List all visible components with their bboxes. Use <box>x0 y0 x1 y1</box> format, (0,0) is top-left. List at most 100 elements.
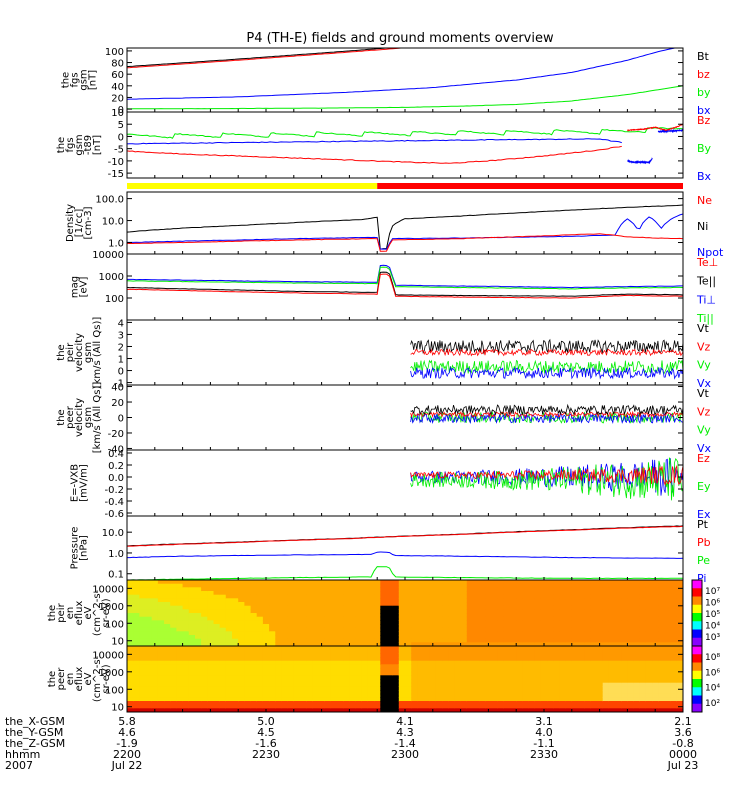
heatmap-cell <box>645 638 653 643</box>
heatmap-cell <box>361 638 369 643</box>
heatmap-cell <box>349 682 357 687</box>
heatmap-cell <box>207 602 215 607</box>
heatmap-cell <box>151 631 159 636</box>
heatmap-cell <box>145 708 153 712</box>
heatmap-cell <box>343 587 350 592</box>
heatmap-cell <box>639 627 647 632</box>
heatmap-cell <box>287 627 295 632</box>
heatmap-cell <box>516 686 523 691</box>
heatmap-cell <box>596 594 604 599</box>
heatmap-cell <box>232 646 239 651</box>
heatmap-cell <box>225 686 233 691</box>
heatmap-cell <box>522 642 530 646</box>
heatmap-cell <box>602 642 610 646</box>
heatmap-cell <box>485 664 493 669</box>
heatmap-cell <box>516 682 523 687</box>
heatmap-cell <box>256 627 264 632</box>
heatmap-cell <box>300 708 307 712</box>
heatmap-cell <box>491 594 499 599</box>
heatmap-cell <box>349 704 357 709</box>
heatmap-cell <box>676 627 683 632</box>
colorbar-tick-label: 10³ <box>705 633 720 643</box>
colorbar-tick-label: 10⁵ <box>705 610 720 620</box>
heatmap-cell <box>392 671 400 676</box>
heatmap-cell <box>293 587 301 592</box>
heatmap-cell <box>652 653 659 658</box>
panel-frame <box>126 191 684 255</box>
heatmap-cell <box>195 587 202 592</box>
series-e-field-Ez <box>410 464 683 486</box>
heatmap-cell <box>590 642 598 646</box>
heatmap-cell <box>522 671 530 676</box>
heatmap-cell <box>448 690 455 695</box>
heatmap-cell <box>417 602 425 607</box>
heatmap-cell <box>460 690 468 695</box>
heatmap-cell <box>275 602 283 607</box>
heatmap-cell <box>652 671 659 676</box>
heatmap-cell <box>213 587 221 592</box>
heatmap-cell <box>435 602 443 607</box>
heatmap-cell <box>516 627 523 632</box>
heatmap-cell <box>608 642 616 646</box>
heatmap-cell <box>442 693 449 698</box>
series-density-Npot <box>127 213 683 250</box>
heatmap-cell <box>510 708 517 712</box>
heatmap-cell <box>164 690 171 695</box>
heatmap-cell <box>540 602 548 607</box>
heatmap-cell <box>374 616 381 621</box>
heatmap-cell <box>188 635 196 640</box>
heatmap-cell <box>374 664 381 669</box>
heatmap-cell <box>145 653 153 658</box>
heatmap-cell <box>127 697 134 702</box>
heatmap-cell <box>195 679 202 684</box>
heatmap-cell <box>423 646 431 651</box>
heatmap-cell <box>225 587 233 592</box>
heatmap-cell <box>256 664 264 669</box>
heatmap-cell <box>392 635 400 640</box>
heatmap-cell <box>145 701 153 706</box>
heatmap-cell <box>176 693 184 698</box>
y-axis-label-line: fgs <box>70 72 81 87</box>
heatmap-cell <box>170 631 177 636</box>
heatmap-cell <box>151 664 159 669</box>
heatmap-cell <box>127 642 134 646</box>
heatmap-cell <box>232 690 239 695</box>
heatmap-cell <box>491 653 499 658</box>
heatmap-cell <box>621 693 628 698</box>
heatmap-cell <box>664 616 672 621</box>
heatmap-cell <box>534 701 542 706</box>
heatmap-cell <box>250 591 258 596</box>
heatmap-cell <box>435 620 443 625</box>
heatmap-cell <box>491 682 499 687</box>
heatmap-cell <box>318 620 326 625</box>
heatmap-cell <box>615 638 622 643</box>
heatmap-cell <box>145 697 153 702</box>
heatmap-cell <box>615 620 622 625</box>
heatmap-cell <box>479 598 486 603</box>
heatmap-cell <box>392 609 400 614</box>
y-axis-label-mag-temp: mag[eV] <box>70 276 90 298</box>
heatmap-cell <box>139 638 147 643</box>
y-tick-label: 5 <box>118 120 124 131</box>
series-fgs-gsm-t89-Bz-end <box>627 123 683 132</box>
heatmap-cell <box>151 675 159 680</box>
heatmap-cell <box>287 701 295 706</box>
heatmap-cell <box>590 580 598 585</box>
heatmap-cell <box>367 594 375 599</box>
heatmap-cell <box>578 697 585 702</box>
heatmap-cell <box>293 602 301 607</box>
heatmap-cell <box>559 580 567 585</box>
heatmap-cell <box>584 664 591 669</box>
heatmap-cell <box>133 587 140 592</box>
heatmap-cell <box>392 653 400 658</box>
heatmap-cell <box>639 591 647 596</box>
heatmap-cell <box>176 598 184 603</box>
heatmap-cell <box>207 583 215 588</box>
heatmap-cell <box>324 657 332 662</box>
heatmap-cell <box>225 631 233 636</box>
heatmap-cell <box>559 686 567 691</box>
heatmap-cell <box>442 690 449 695</box>
heatmap-cell <box>405 631 412 636</box>
heatmap-cell <box>207 697 215 702</box>
heatmap-cell <box>256 660 264 665</box>
